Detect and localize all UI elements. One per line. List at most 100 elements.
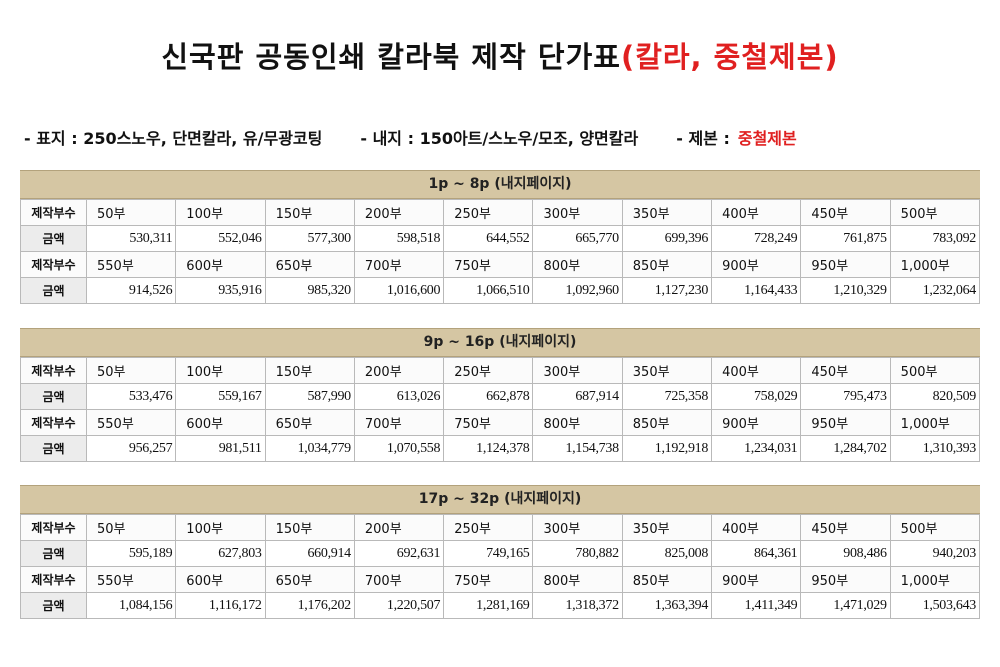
qty-cell: 800부	[532, 251, 623, 278]
price-cell: 956,257	[85, 435, 177, 462]
qty-cell: 800부	[532, 409, 623, 436]
price-cell: 587,990	[264, 383, 355, 410]
price-cell: 1,192,918	[621, 435, 713, 462]
price-cell: 1,234,031	[711, 435, 802, 462]
price-cell: 1,411,349	[711, 592, 802, 619]
qty-cell: 1,000부	[889, 409, 981, 436]
price-section: 9p ~ 16p (내지페이지) 제작부수 50부 100부 150부 200부 250부 3…	[20, 328, 981, 462]
qty-cell: 900부	[711, 251, 802, 278]
qty-cell: 100부	[175, 199, 266, 226]
qty-cell: 500부	[889, 514, 981, 541]
qty-cell: 950부	[800, 251, 891, 278]
price-cell: 1,471,029	[800, 592, 891, 619]
price-cell: 1,284,702	[800, 435, 891, 462]
qty-cell: 650부	[264, 409, 355, 436]
price-cell: 699,396	[621, 225, 713, 252]
price-cell: 725,358	[621, 383, 713, 410]
qty-cell: 1,000부	[889, 566, 981, 593]
price-cell: 749,165	[443, 540, 534, 567]
price-cell: 595,189	[85, 540, 177, 567]
price-cell: 530,311	[85, 225, 177, 252]
qty-cell: 550부	[85, 251, 177, 278]
qty-cell: 450부	[800, 199, 891, 226]
price-table: 제작부수 50부 100부 150부 200부 250부 300부 350부 400부 450부 5…	[20, 199, 981, 304]
qty-label: 제작부수	[20, 199, 87, 226]
price-row: 금액 1,084,156 1,116,172 1,176,202 1,220,507 1,…	[20, 592, 981, 619]
price-cell: 1,232,064	[889, 277, 981, 304]
spec-binding-label: - 제본 :	[676, 129, 730, 148]
spec-binding-value: 중철제본	[737, 129, 797, 148]
price-cell: 598,518	[353, 225, 445, 252]
qty-label: 제작부수	[20, 409, 87, 436]
qty-row: 제작부수 50부 100부 150부 200부 250부 300부 350부 400부 450부 5…	[20, 199, 981, 226]
price-table: 제작부수 50부 100부 150부 200부 250부 300부 350부 400부 450부 5…	[20, 357, 981, 462]
qty-cell: 50부	[85, 514, 177, 541]
qty-cell: 350부	[621, 357, 713, 384]
qty-cell: 400부	[711, 514, 802, 541]
qty-cell: 600부	[175, 251, 266, 278]
qty-cell: 650부	[264, 566, 355, 593]
qty-cell: 300부	[532, 357, 623, 384]
qty-cell: 450부	[800, 514, 891, 541]
price-cell: 627,803	[175, 540, 266, 567]
page-title: 신국판 공동인쇄 칼라북 제작 단가표(칼라, 중철제본)	[0, 34, 1000, 76]
price-cell: 1,127,230	[621, 277, 713, 304]
price-label: 금액	[20, 592, 87, 619]
qty-cell: 50부	[85, 357, 177, 384]
qty-cell: 900부	[711, 566, 802, 593]
qty-cell: 650부	[264, 251, 355, 278]
price-cell: 662,878	[443, 383, 534, 410]
price-cell: 552,046	[175, 225, 266, 252]
qty-cell: 100부	[175, 357, 266, 384]
section-header: 17p ~ 32p (내지페이지)	[20, 485, 980, 514]
qty-cell: 200부	[353, 199, 445, 226]
qty-cell: 950부	[800, 566, 891, 593]
price-cell: 692,631	[353, 540, 445, 567]
price-row: 금액 914,526 935,916 985,320 1,016,600 1,066,51…	[20, 277, 981, 304]
price-cell: 577,300	[264, 225, 355, 252]
price-cell: 940,203	[889, 540, 981, 567]
qty-cell: 450부	[800, 357, 891, 384]
qty-cell: 750부	[443, 251, 534, 278]
price-cell: 1,281,169	[443, 592, 534, 619]
qty-cell: 500부	[889, 199, 981, 226]
spec-cover: - 표지 : 250스노우, 단면칼라, 유/무광코팅	[24, 129, 323, 148]
qty-cell: 250부	[443, 199, 534, 226]
qty-cell: 150부	[264, 514, 355, 541]
price-cell: 1,066,510	[443, 277, 534, 304]
price-cell: 613,026	[353, 383, 445, 410]
price-cell: 780,882	[532, 540, 623, 567]
price-cell: 559,167	[175, 383, 266, 410]
qty-cell: 900부	[711, 409, 802, 436]
qty-cell: 550부	[85, 409, 177, 436]
qty-cell: 600부	[175, 409, 266, 436]
qty-cell: 200부	[353, 357, 445, 384]
price-row: 금액 533,476 559,167 587,990 613,026 662,878 687…	[20, 383, 981, 410]
qty-cell: 800부	[532, 566, 623, 593]
price-label: 금액	[20, 540, 87, 567]
price-section: 17p ~ 32p (내지페이지) 제작부수 50부 100부 150부 200부 250부…	[20, 485, 981, 619]
qty-cell: 750부	[443, 409, 534, 436]
price-cell: 1,210,329	[800, 277, 891, 304]
qty-cell: 700부	[353, 566, 445, 593]
qty-cell: 850부	[621, 566, 713, 593]
price-cell: 1,116,172	[175, 592, 266, 619]
price-cell: 1,310,393	[889, 435, 981, 462]
qty-cell: 50부	[85, 199, 177, 226]
qty-label: 제작부수	[20, 357, 87, 384]
qty-cell: 300부	[532, 514, 623, 541]
qty-cell: 550부	[85, 566, 177, 593]
price-row: 금액 956,257 981,511 1,034,779 1,070,558 1,124,…	[20, 435, 981, 462]
price-cell: 1,164,433	[711, 277, 802, 304]
price-cell: 1,220,507	[353, 592, 445, 619]
qty-cell: 400부	[711, 199, 802, 226]
price-cell: 935,916	[175, 277, 266, 304]
section-header: 1p ~ 8p (내지페이지)	[20, 170, 980, 199]
price-section: 1p ~ 8p (내지페이지) 제작부수 50부 100부 150부 200부 250부 30…	[20, 170, 981, 304]
price-row: 금액 595,189 627,803 660,914 692,631 749,165 780…	[20, 540, 981, 567]
qty-cell: 850부	[621, 251, 713, 278]
qty-cell: 350부	[621, 199, 713, 226]
price-label: 금액	[20, 435, 87, 462]
price-label: 금액	[20, 225, 87, 252]
qty-cell: 500부	[889, 357, 981, 384]
